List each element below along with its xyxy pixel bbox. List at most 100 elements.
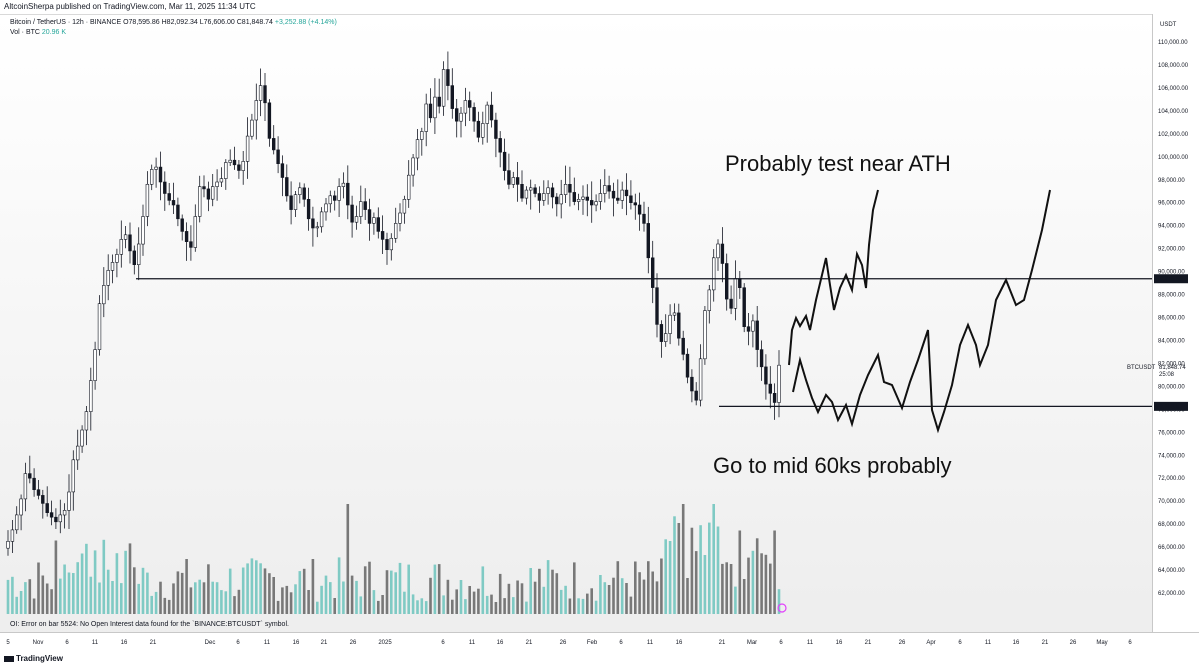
x-tick-label: 21 [1042,640,1049,646]
candle-body [389,238,393,251]
x-tick-label: 6 [65,640,69,646]
candle-body [707,289,712,311]
volume-bar [472,591,476,614]
volume-bar [59,578,62,614]
volume-bar [503,598,506,614]
candle-body [36,489,41,496]
candle-body [328,195,332,205]
currency-label: USDT [1160,22,1177,28]
volume-bar [464,599,467,614]
candle-body [659,324,664,342]
candle-body [546,187,550,194]
volume-bar [494,602,498,614]
volume-bar [141,567,145,614]
volume-bar [485,595,489,614]
volume-bar [769,563,772,614]
candle-body [694,390,698,401]
x-tick-label: 16 [676,640,683,646]
volume-bar [416,600,419,614]
projection-lower-path [792,189,1051,434]
candle-body [607,185,611,192]
x-tick-label: 2025 [378,640,392,646]
y-tick-label: 86,000.00 [1158,316,1185,322]
volume-bar [237,589,241,614]
volume-bar [102,539,106,614]
candle-body [576,199,581,202]
volume-bar [629,596,633,614]
volume-bar [93,550,97,614]
volume-bar [294,584,297,614]
volume-bar [551,569,554,614]
volume-bar [180,572,184,614]
legend-volume-label[interactable]: Vol · BTC [10,29,40,36]
candle-body [306,199,311,220]
x-tick-label: 11 [807,640,814,646]
candle-body [372,217,376,224]
y-tick-label: 102,000.00 [1158,132,1189,138]
volume-bar [355,580,358,614]
volume-bar [690,527,694,614]
volume-bar [520,583,524,614]
time-axis[interactable] [0,632,1199,647]
candle-body [298,187,302,196]
x-tick-label: Nov [33,640,44,646]
candle-body [302,187,306,200]
volume-bar [259,563,262,614]
volume-bar [455,589,458,614]
candle-body [202,186,206,190]
candle-body [76,445,80,461]
candle-body [276,149,280,164]
volume-bar [307,590,310,614]
legend-symbol[interactable]: Bitcoin / TetherUS · 12h · BINANCE [10,19,122,26]
candle-body [10,529,15,542]
candle-body [224,162,228,179]
candle-body [502,151,507,171]
x-tick-label: 26 [560,640,567,646]
volume-bar [172,583,175,614]
x-tick-label: 6 [779,640,783,646]
candle-body [49,512,54,518]
candle-body [258,85,263,101]
candle-body [772,392,777,403]
y-tick-label: 82,000.00 [1158,361,1185,367]
candle-body [315,226,319,229]
x-tick-label: 5 [6,640,10,646]
candle-body [215,181,219,187]
candle-body [337,186,341,201]
price-axis[interactable] [1152,14,1199,632]
volume-bar [555,573,559,614]
candle-body [376,217,380,232]
candle-body [703,310,707,360]
candle-body [637,204,642,215]
volume-bar [302,568,306,614]
volume-bar [85,543,88,614]
volume-bar [590,588,593,614]
legend-volume-value: 20.96 K [41,29,67,36]
volume-bar [111,581,114,614]
x-tick-label: 6 [619,640,623,646]
candle-body [537,193,542,201]
volume-bar [538,568,541,614]
candle-body [441,69,446,107]
volume-bar [442,595,445,614]
candle-body [289,195,293,210]
y-tick-label: 90,000.00 [1158,270,1185,276]
y-tick-label: 92,000.00 [1158,247,1185,253]
volume-bar [490,594,493,614]
volume-bar [320,585,323,614]
candle-body [733,278,738,309]
chart-pane[interactable] [0,14,1199,647]
candle-body [189,241,193,248]
candle-body [672,312,677,316]
annotation-mid-60ks: Go to mid 60ks probably [713,453,951,478]
candle-body [167,193,171,201]
candle-body [184,231,189,242]
volume-bar [207,564,210,614]
x-tick-label: 11 [92,640,99,646]
volume-bar [268,573,271,614]
candle-body [54,516,58,523]
y-tick-label: 80,000.00 [1158,384,1185,390]
candle-body [115,254,119,263]
volume-bar [329,582,332,614]
candle-body [738,278,742,288]
